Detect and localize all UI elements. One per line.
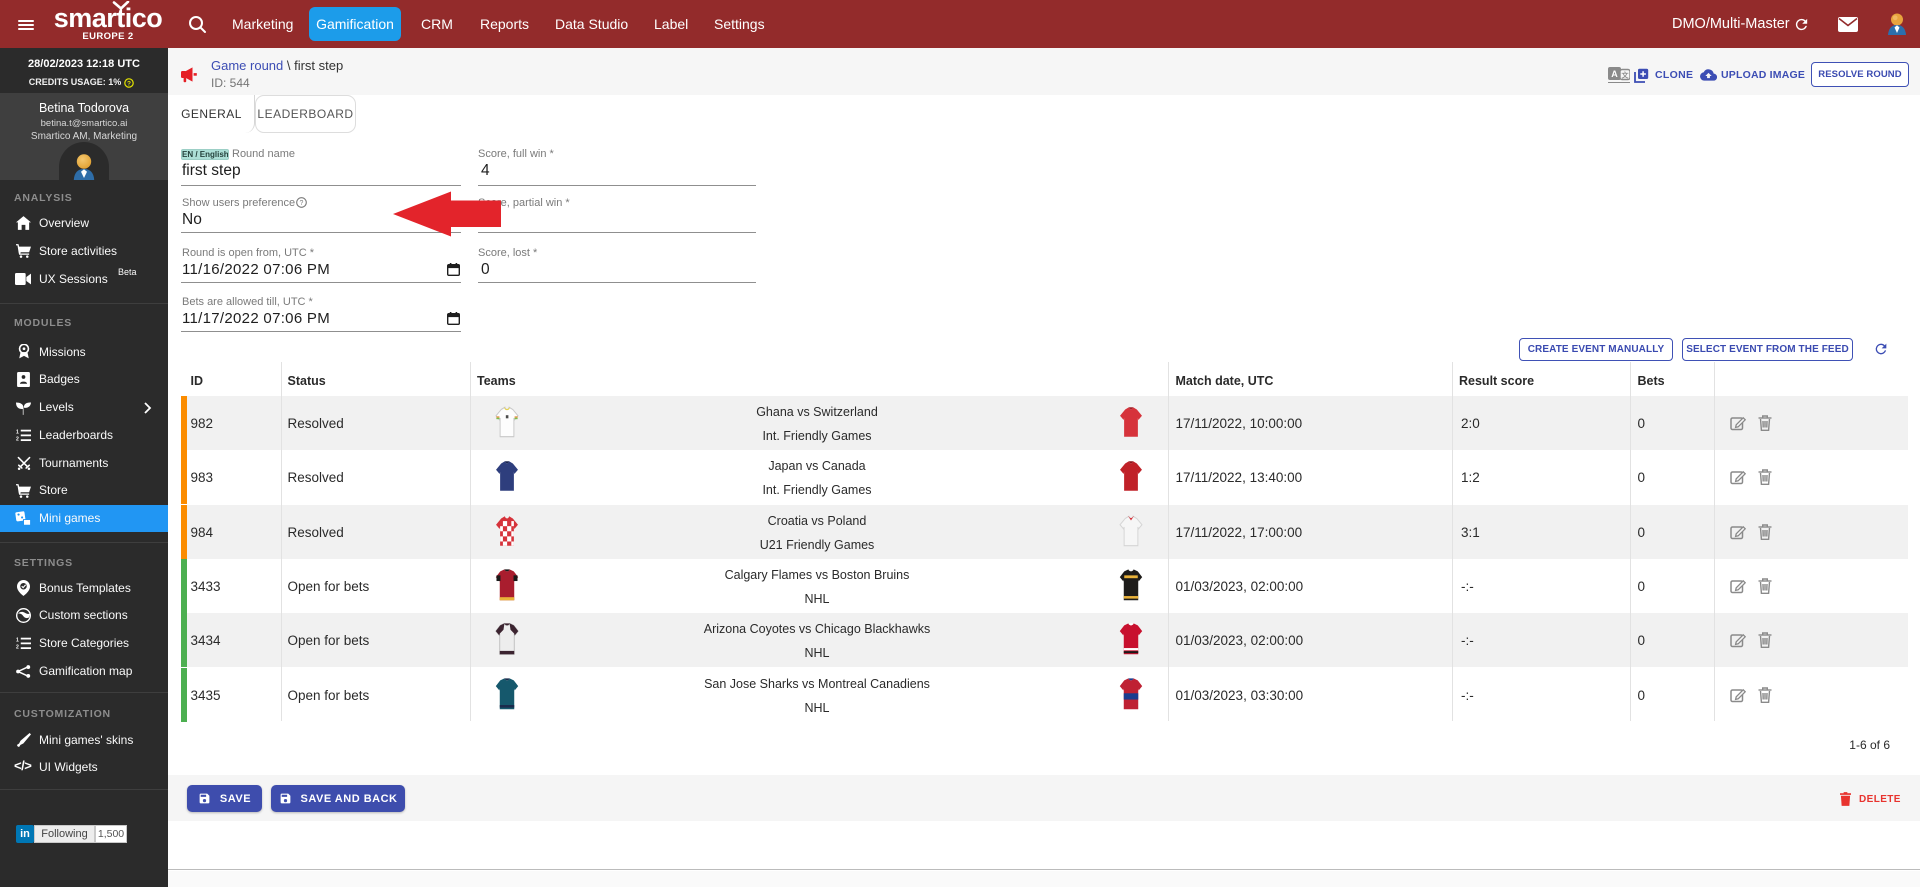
svg-text:?: ? — [300, 200, 304, 207]
svg-text:A: A — [1611, 69, 1618, 79]
svg-text:?: ? — [127, 80, 131, 87]
svg-text:2: 2 — [16, 645, 19, 650]
svg-text:1: 1 — [16, 637, 19, 643]
svg-text:文: 文 — [1622, 71, 1630, 80]
svg-text:2: 2 — [16, 437, 19, 442]
svg-text:1: 1 — [16, 429, 19, 435]
